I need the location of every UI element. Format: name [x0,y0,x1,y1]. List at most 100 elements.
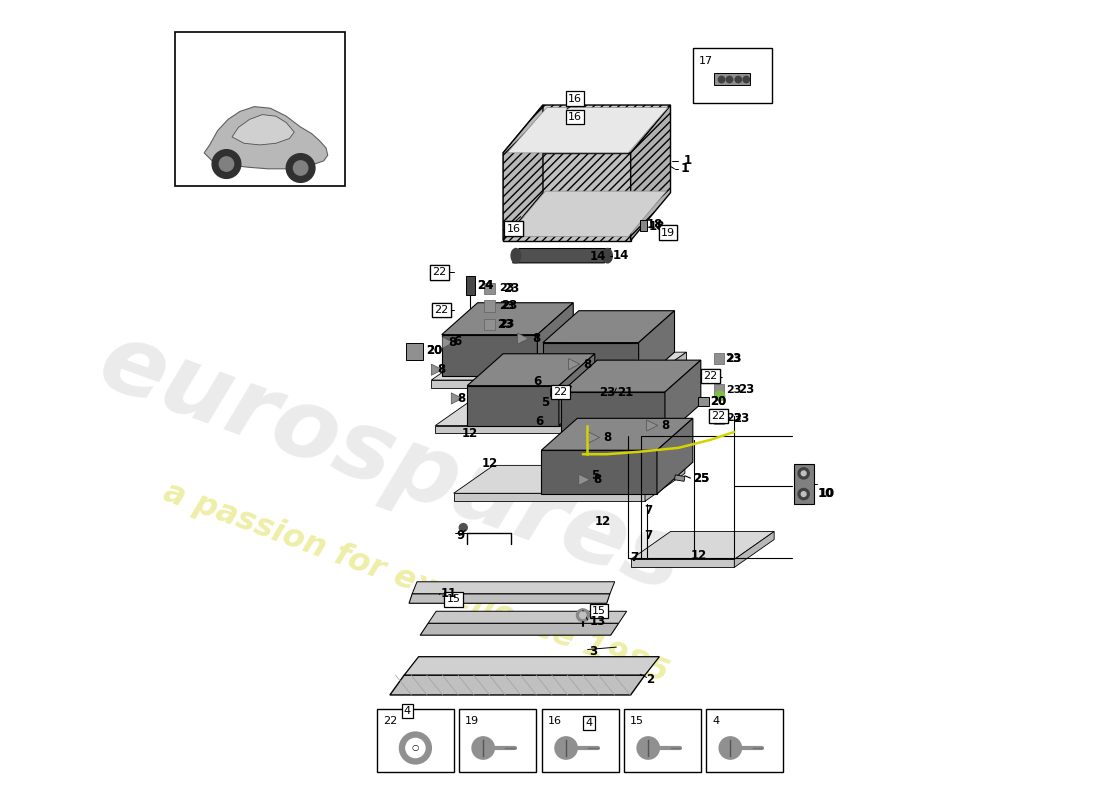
Circle shape [580,612,586,618]
Polygon shape [232,114,294,145]
Text: 16: 16 [568,112,582,122]
Polygon shape [451,393,462,404]
Text: 24: 24 [477,279,494,293]
Circle shape [472,737,494,759]
Circle shape [212,150,241,178]
Text: 23: 23 [497,318,513,330]
FancyBboxPatch shape [542,710,619,772]
Text: 22: 22 [553,387,568,397]
Text: 22: 22 [434,305,449,315]
Text: 1: 1 [680,162,689,175]
Text: 23: 23 [738,383,755,396]
Text: 8: 8 [603,431,611,444]
Text: 14: 14 [590,250,606,263]
Text: 8: 8 [531,332,540,345]
Polygon shape [543,310,674,342]
Text: 8: 8 [449,336,456,349]
Text: 22: 22 [712,411,726,421]
Circle shape [637,737,659,759]
Polygon shape [698,397,708,406]
Text: 23: 23 [725,352,741,365]
Polygon shape [630,105,671,241]
Polygon shape [714,413,724,424]
Polygon shape [431,364,442,375]
Polygon shape [442,302,573,334]
Text: 19: 19 [661,227,675,238]
Polygon shape [647,420,658,431]
Polygon shape [513,249,610,263]
Text: 3: 3 [590,645,597,658]
Polygon shape [640,220,647,231]
Polygon shape [735,531,774,567]
Text: 22: 22 [712,411,726,421]
Ellipse shape [603,249,613,263]
Ellipse shape [512,249,520,263]
Polygon shape [517,333,529,344]
Text: 22: 22 [434,305,449,315]
Polygon shape [541,450,657,494]
Polygon shape [630,559,735,567]
Text: 23: 23 [499,319,515,330]
Polygon shape [406,342,424,360]
Text: 5: 5 [591,470,600,482]
Text: 12: 12 [482,458,498,470]
Text: 7: 7 [630,551,639,564]
Polygon shape [559,354,595,426]
Text: 22: 22 [703,371,717,381]
Circle shape [735,76,741,82]
Circle shape [801,471,806,476]
Circle shape [719,737,741,759]
Polygon shape [503,105,671,153]
Text: 22: 22 [432,267,447,278]
Polygon shape [579,474,590,486]
Polygon shape [431,352,686,380]
Polygon shape [468,386,559,426]
Polygon shape [538,302,573,376]
Text: 13: 13 [590,615,605,628]
Polygon shape [465,277,475,294]
Text: 19: 19 [465,716,480,726]
Polygon shape [647,352,686,388]
Text: 4: 4 [713,716,719,726]
Polygon shape [420,623,618,635]
Text: 17: 17 [698,56,713,66]
Polygon shape [541,418,693,450]
Text: 22: 22 [383,716,397,726]
Text: 23: 23 [733,412,749,425]
Text: 18: 18 [648,220,664,233]
Polygon shape [674,475,685,482]
Polygon shape [588,432,600,443]
Polygon shape [453,494,645,502]
Circle shape [554,737,578,759]
Circle shape [801,492,806,497]
Text: 16: 16 [568,94,582,104]
Text: 4: 4 [585,718,593,728]
Text: eurospares: eurospares [87,315,696,613]
Text: 8: 8 [583,358,591,370]
Polygon shape [436,426,639,434]
Text: a passion for excellence 1985: a passion for excellence 1985 [158,478,672,690]
Circle shape [219,157,233,171]
Text: 6: 6 [535,415,543,428]
Text: 20: 20 [711,395,727,408]
Text: 19: 19 [661,227,675,238]
Text: 21: 21 [617,386,634,398]
Text: 7: 7 [645,529,652,542]
Polygon shape [561,392,664,436]
Text: 16: 16 [506,223,520,234]
Text: 12: 12 [462,427,477,440]
Polygon shape [639,310,674,384]
Text: 8: 8 [661,419,669,432]
Text: 23: 23 [502,299,518,313]
Polygon shape [794,464,814,504]
Circle shape [460,523,467,531]
Polygon shape [714,384,724,395]
Text: ○: ○ [411,743,419,753]
Circle shape [744,76,749,82]
Text: 23: 23 [726,414,741,423]
Polygon shape [442,334,538,376]
Text: 15: 15 [630,716,645,726]
Circle shape [399,732,431,764]
Polygon shape [431,380,647,388]
Text: 4: 4 [404,706,411,716]
